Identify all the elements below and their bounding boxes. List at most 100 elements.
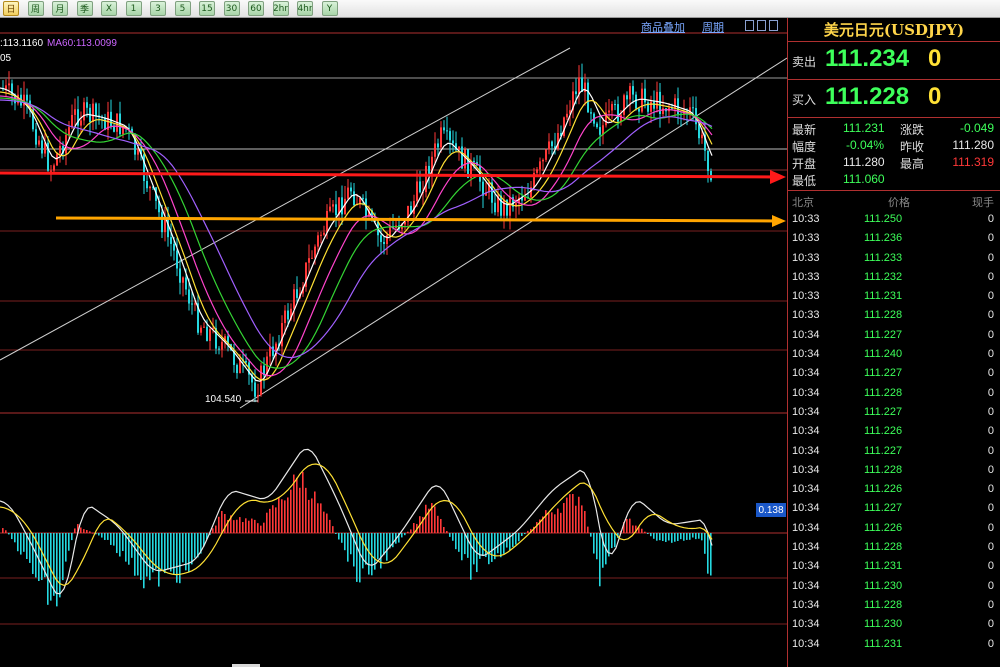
orange-arrow-line [55, 216, 781, 223]
tick-price: 111.228 [864, 463, 903, 476]
macd-bar [89, 531, 91, 533]
tick-row: 10:34 111.227 0 [788, 364, 1000, 383]
tick-row: 10:34 111.228 0 [788, 538, 1000, 557]
period-button[interactable]: 日 [3, 1, 19, 16]
candle-body [74, 109, 76, 115]
tick-price: 111.231 [864, 560, 903, 573]
macd-bar [548, 512, 550, 533]
amplitude-label: 幅度 [792, 140, 817, 154]
period-button[interactable]: 4hr [297, 1, 313, 16]
period-button[interactable]: 60 [248, 1, 264, 16]
kline-svg[interactable] [0, 18, 787, 667]
candle-body [569, 110, 571, 114]
tick-volume: 0 [987, 618, 994, 631]
macd-bar [290, 489, 292, 533]
macd-bar [353, 533, 355, 567]
candle-body [566, 113, 568, 118]
macd-bar [623, 522, 625, 533]
macd-bar [491, 533, 493, 562]
period-button[interactable]: 周 [27, 1, 44, 16]
period-button[interactable]: 30 [223, 1, 240, 16]
macd-bar [635, 525, 637, 533]
candle-body [98, 115, 100, 117]
candle-body [407, 205, 409, 222]
macd-bar [701, 533, 703, 541]
macd-bar [440, 518, 442, 533]
candle-body [284, 310, 286, 324]
macd-bar [653, 533, 655, 539]
period-button[interactable]: 3 [150, 1, 166, 16]
tick-volume: 0 [987, 328, 994, 341]
period-button[interactable]: 15 [199, 1, 215, 16]
candle-body [338, 197, 340, 215]
macd-bar [200, 533, 202, 554]
tick-time: 10:33 [792, 251, 820, 264]
period-button[interactable]: X [101, 1, 117, 16]
ticks-list[interactable]: 10:33 111.250 0 10:33 111.236 0 10:33 111.233 0 1… [788, 210, 1000, 654]
macd-bar [293, 474, 295, 533]
period-button[interactable]: 季 [76, 1, 93, 16]
candle-body [623, 95, 625, 115]
price-axis-label: 05 [0, 53, 12, 64]
tick-price: 111.226 [864, 483, 903, 496]
window-max-icon[interactable] [769, 20, 778, 31]
sell-row[interactable]: 卖出 111.234 0 [788, 42, 1000, 80]
macd-bar [434, 506, 436, 533]
macd-bar [308, 499, 310, 533]
window-restore-icon[interactable] [745, 20, 754, 31]
macd-bar [425, 504, 427, 533]
candle-body [185, 277, 187, 290]
period-link[interactable]: 周期 [702, 21, 724, 34]
candle-body [362, 197, 364, 199]
candle-body [689, 107, 691, 114]
macd-bar [539, 519, 541, 533]
macd-bar [260, 525, 262, 533]
macd-bar [602, 533, 604, 568]
overlay-link[interactable]: 商品叠加 [641, 21, 685, 34]
tick-volume: 0 [987, 309, 994, 322]
tick-price: 111.227 [864, 444, 903, 457]
macd-bar [530, 528, 532, 533]
macd-bar [536, 522, 538, 533]
macd-bar [281, 499, 283, 533]
period-button[interactable]: Y [321, 1, 338, 16]
macd-bar [581, 505, 583, 533]
ma-line-pink [0, 95, 713, 377]
chart-scrollbar[interactable] [232, 664, 260, 667]
macd-bar [356, 533, 358, 582]
candle-body [572, 91, 574, 111]
candle-body [137, 149, 139, 155]
macd-bar [110, 533, 112, 545]
macd-bar [26, 533, 28, 560]
candlestick-chart-area[interactable]: :113.1160 MA60:113.0099 05 商品叠加 周期 104.54… [0, 18, 787, 667]
macd-bar [326, 513, 328, 533]
tick-volume: 0 [987, 444, 994, 457]
period-button[interactable]: 1 [125, 1, 142, 16]
candle-body [332, 204, 334, 207]
ma-line-purple [0, 99, 713, 359]
macd-bar [470, 533, 472, 580]
window-tile-icon[interactable] [757, 20, 766, 31]
macd-bar [329, 519, 331, 533]
macd-bar [695, 533, 697, 540]
candle-body [698, 124, 700, 139]
period-button[interactable]: 月 [52, 1, 68, 16]
amplitude-value: -0.04% [846, 138, 885, 152]
macd-bar [566, 497, 568, 533]
candle-body [368, 210, 370, 217]
candle-body [176, 250, 178, 269]
candle-body [503, 199, 505, 216]
candle-body [11, 83, 13, 95]
macd-bar [83, 529, 85, 533]
buy-row[interactable]: 买入 111.228 0 [788, 80, 1000, 118]
period-button[interactable]: 5 [174, 1, 191, 16]
tick-volume: 0 [987, 579, 994, 592]
period-button[interactable]: 2hr [272, 1, 289, 16]
candle-body [443, 127, 445, 131]
macd-bar [131, 533, 133, 558]
low-value: 111.060 [843, 172, 885, 186]
macd-bar [389, 533, 391, 549]
macd-bar [275, 507, 277, 533]
macd-bar [365, 533, 367, 565]
macd-bar [614, 533, 616, 548]
